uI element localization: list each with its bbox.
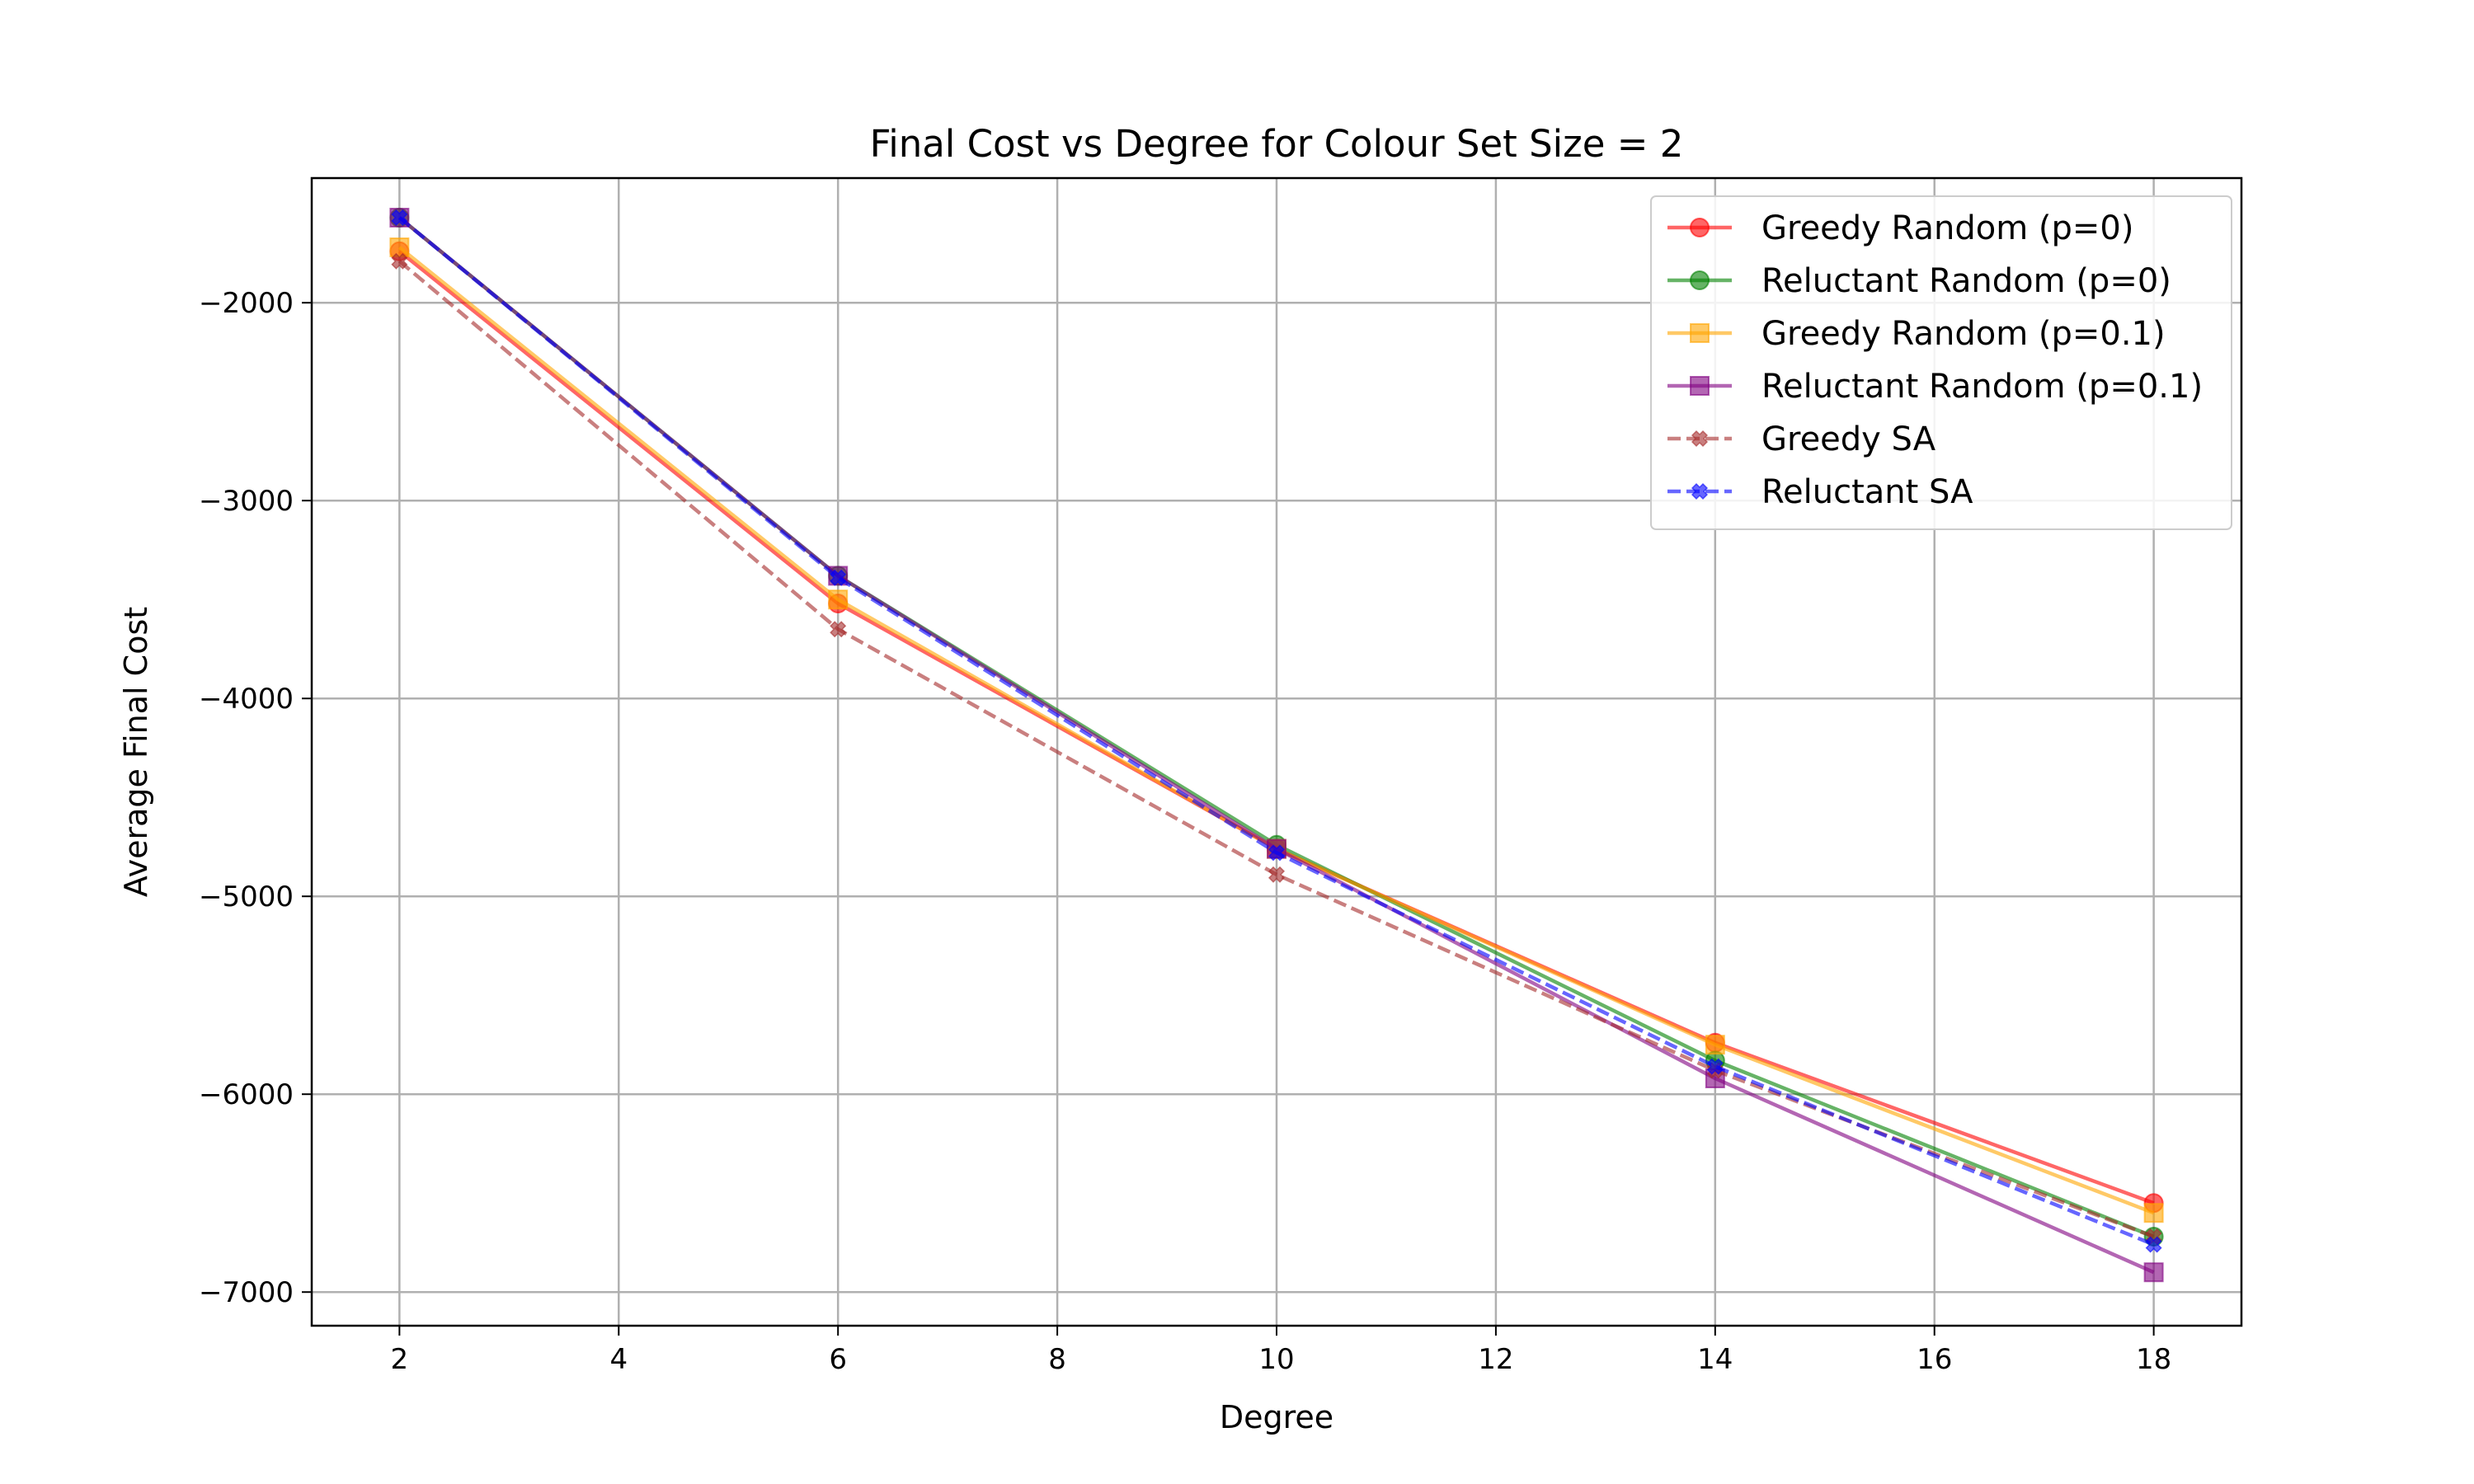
plot-frame (310, 176, 2243, 1327)
y-tick-label: −6000 (199, 1078, 294, 1111)
legend-item: Greedy Random (p=0) (1667, 209, 2133, 247)
legend-item: Greedy SA (1667, 420, 1936, 458)
y-tick-label: −4000 (199, 683, 294, 716)
x-tick-label: 10 (1258, 1343, 1294, 1376)
data-point (1268, 844, 1286, 862)
data-point (389, 237, 410, 257)
legend-box (1650, 195, 2232, 530)
legend-swatch-marker (1691, 482, 1709, 500)
y-tick-label: −7000 (199, 1276, 294, 1309)
data-point (391, 209, 408, 227)
y-tick-label: −5000 (199, 881, 294, 913)
legend-label: Greedy Random (p=0.1) (1761, 315, 2166, 353)
x-tick-label: 6 (829, 1343, 847, 1376)
legend-swatch-marker (1690, 323, 1710, 343)
legend-label: Reluctant Random (p=0) (1761, 262, 2171, 300)
legend-label: Reluctant Random (p=0.1) (1761, 368, 2203, 406)
legend: Greedy Random (p=0) Reluctant Random (p=0… (1650, 195, 2232, 530)
legend-label: Greedy Random (p=0) (1761, 209, 2133, 247)
series-group (389, 208, 2164, 1283)
legend-swatch-marker (1690, 218, 1710, 237)
x-tick-label: 18 (2136, 1343, 2171, 1376)
data-point (1705, 1035, 1725, 1055)
y-tick-label: −3000 (199, 485, 294, 518)
data-point (2143, 1203, 2164, 1223)
data-point (828, 589, 849, 610)
data-point (1706, 1058, 1724, 1075)
chart-title: Final Cost vs Degree for Colour Set Size… (870, 122, 1684, 166)
legend-item: Reluctant Random (p=0) (1667, 262, 2171, 300)
x-tick-label: 8 (1048, 1343, 1066, 1376)
data-point (391, 252, 408, 270)
x-tick-label: 2 (391, 1343, 409, 1376)
data-point (830, 621, 847, 638)
data-point (1268, 866, 1286, 883)
legend-swatch-marker (1690, 270, 1710, 290)
legend-swatch-marker (1691, 430, 1709, 448)
series-6 (391, 209, 2162, 1253)
x-tick-label: 4 (609, 1343, 628, 1376)
x-tick-label: 14 (1697, 1343, 1733, 1376)
y-axis-label: Average Final Cost (118, 607, 154, 897)
legend-item: Reluctant Random (p=0.1) (1667, 368, 2203, 406)
legend-item: Reluctant SA (1667, 473, 1973, 511)
data-point (2143, 1262, 2164, 1283)
legend-label: Reluctant SA (1761, 473, 1973, 511)
y-tick-label: −2000 (199, 287, 294, 320)
data-point (830, 569, 847, 586)
axis-ticks: 2 4 6 8 10 12 14 16 18 −7000 −6000 −5000 −4000 −3000 −… (199, 287, 2171, 1376)
data-point (2145, 1236, 2162, 1253)
legend-label: Greedy SA (1761, 420, 1936, 458)
legend-swatch-marker (1690, 376, 1710, 396)
x-tick-label: 16 (1917, 1343, 1952, 1376)
x-tick-label: 12 (1478, 1343, 1513, 1376)
x-axis-label: Degree (1220, 1399, 1333, 1435)
legend-item: Greedy Random (p=0.1) (1667, 315, 2166, 353)
